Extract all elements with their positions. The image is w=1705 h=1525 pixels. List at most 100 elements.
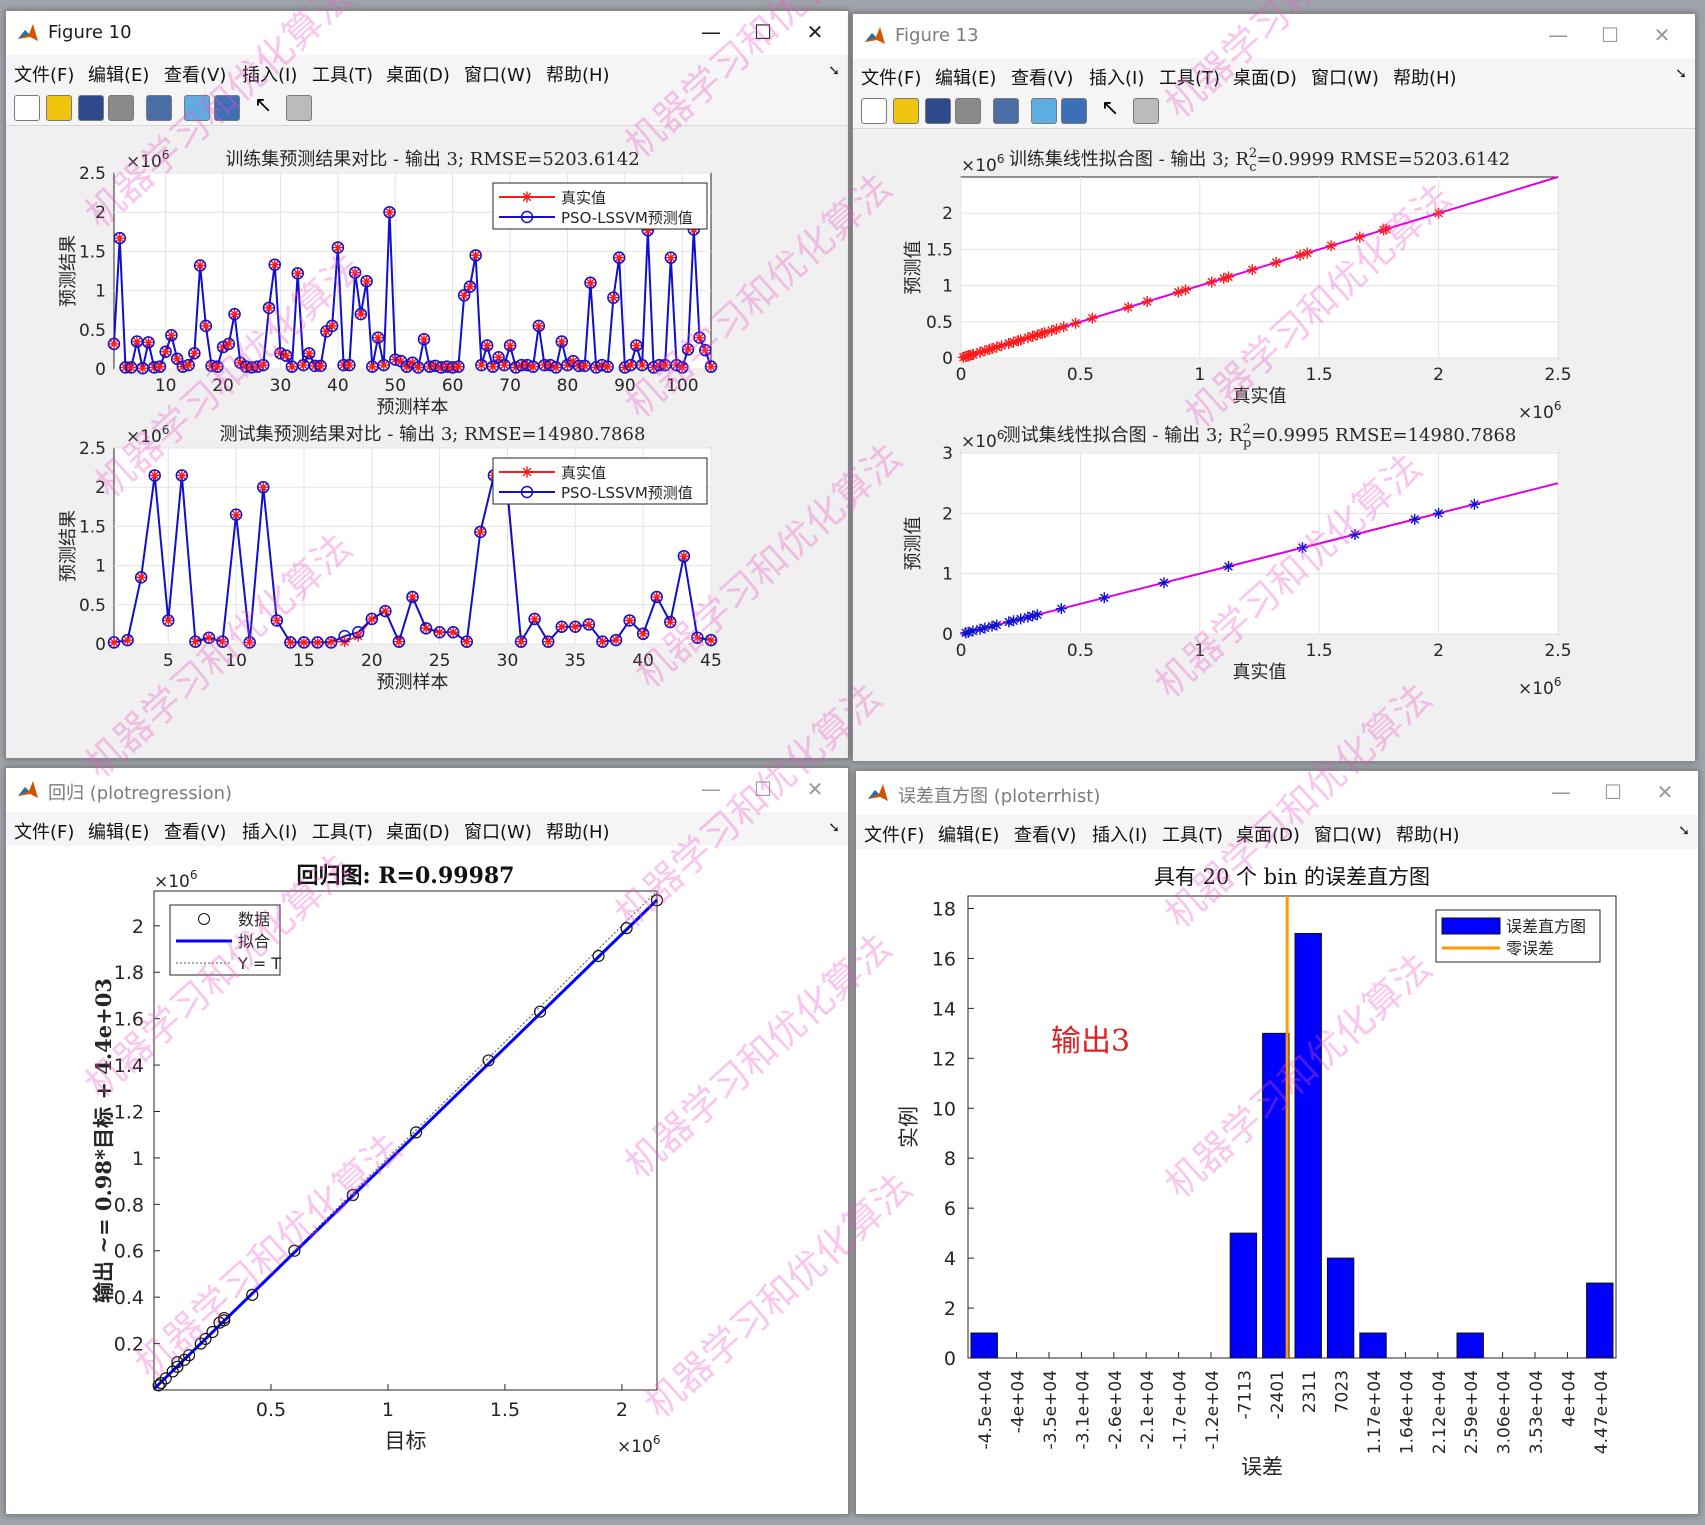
true-value-point (284, 636, 296, 648)
menu-item-3[interactable]: 插入(I) (1089, 68, 1145, 89)
menu-item-7[interactable]: 帮助(H) (546, 822, 610, 843)
close-icon[interactable]: ✕ (806, 20, 824, 44)
true-value-point (596, 636, 608, 648)
menu-item-2[interactable]: 查看(V) (1011, 68, 1074, 89)
close-icon[interactable]: ✕ (806, 777, 824, 801)
maximize-icon[interactable]: ☐ (1601, 23, 1619, 47)
true-value-point (379, 605, 391, 617)
menu-item-2[interactable]: 查看(V) (164, 822, 227, 843)
menu-item-3[interactable]: 插入(I) (242, 822, 298, 843)
dock-arrow-icon[interactable]: ➘ (1675, 66, 1687, 82)
menu-item-3[interactable]: 插入(I) (242, 65, 298, 86)
menu-item-0[interactable]: 文件(F) (14, 822, 75, 843)
train_compare-markers (107, 205, 718, 375)
menu-item-7[interactable]: 帮助(H) (1393, 68, 1457, 89)
colorbar-icon[interactable] (184, 95, 210, 121)
prediction-point (182, 358, 195, 372)
menu-item-2[interactable]: 查看(V) (164, 65, 227, 86)
menu-item-5[interactable]: 桌面(D) (386, 822, 450, 843)
maximize-icon[interactable]: ☐ (1604, 780, 1622, 804)
property-inspector-icon[interactable] (1133, 98, 1159, 124)
train_fit-fit-line (960, 176, 1559, 359)
menu-item-6[interactable]: 窗口(W) (464, 822, 532, 843)
legend-icon[interactable] (1061, 98, 1087, 124)
menu-item-3[interactable]: 插入(I) (1092, 825, 1148, 846)
menu-bar: 文件(F) 编辑(E) 查看(V) 插入(I) 工具(T) 桌面(D) 窗口(W) 帮助(H)… (856, 815, 1698, 849)
pointer-icon[interactable]: ↖ (1101, 96, 1120, 121)
figure-13-window[interactable]: Figure 13 — ☐ ✕ 文件(F) 编辑(E) 查看(V) 插入(I) 工具(T… (852, 13, 1696, 762)
minimize-icon[interactable]: — (701, 777, 721, 801)
close-icon[interactable]: ✕ (1653, 23, 1671, 47)
true-value-point (602, 361, 614, 373)
true-value-point (176, 469, 188, 481)
link-plot-icon[interactable] (993, 98, 1019, 124)
menu-item-2[interactable]: 查看(V) (1014, 825, 1077, 846)
print-icon[interactable] (955, 98, 981, 124)
fit-point (1031, 609, 1043, 621)
save-icon[interactable] (925, 98, 951, 124)
menu-item-7[interactable]: 帮助(H) (546, 65, 610, 86)
fit-point (986, 343, 998, 355)
train_compare-legend[interactable] (492, 182, 708, 230)
true-value-point (326, 320, 338, 332)
title-bar[interactable]: 误差直方图 (ploterrhist) — ☐ ✕ (856, 771, 1698, 815)
minimize-icon[interactable]: — (1551, 780, 1571, 804)
menu-item-0[interactable]: 文件(F) (14, 65, 75, 86)
dock-arrow-icon[interactable]: ➘ (828, 820, 840, 836)
print-icon[interactable] (108, 95, 134, 121)
close-icon[interactable]: ✕ (1656, 780, 1674, 804)
open-folder-icon[interactable] (893, 98, 919, 124)
new-file-icon[interactable] (14, 95, 40, 121)
error-histogram-window[interactable]: 误差直方图 (ploterrhist) — ☐ ✕ 文件(F) 编辑(E) 查看(V… (855, 770, 1699, 1515)
true-value-point (280, 350, 292, 362)
property-inspector-icon[interactable] (286, 95, 312, 121)
menu-item-4[interactable]: 工具(T) (1162, 825, 1224, 846)
menu-item-0[interactable]: 文件(F) (864, 825, 925, 846)
menu-item-6[interactable]: 窗口(W) (464, 65, 532, 86)
minimize-icon[interactable]: — (701, 20, 721, 44)
legend-icon[interactable] (214, 95, 240, 121)
fit-point (1325, 240, 1337, 252)
save-icon[interactable] (78, 95, 104, 121)
true-value-point (303, 347, 315, 359)
true-value-point (583, 618, 595, 630)
colorbar-icon[interactable] (1031, 98, 1057, 124)
menu-item-5[interactable]: 桌面(D) (1233, 68, 1297, 89)
new-file-icon[interactable] (861, 98, 887, 124)
menu-item-4[interactable]: 工具(T) (312, 822, 374, 843)
open-folder-icon[interactable] (46, 95, 72, 121)
pointer-icon[interactable]: ↖ (254, 93, 273, 118)
maximize-icon[interactable]: ☐ (754, 20, 772, 44)
minimize-icon[interactable]: — (1548, 23, 1568, 47)
fit-point (1296, 542, 1308, 554)
prediction-point (584, 276, 597, 290)
true-value-point (705, 361, 717, 373)
test_compare-legend[interactable] (492, 457, 708, 505)
menu-item-5[interactable]: 桌面(D) (386, 65, 450, 86)
true-value-point (131, 336, 143, 348)
maximize-icon[interactable]: ☐ (754, 777, 772, 801)
menu-item-5[interactable]: 桌面(D) (1236, 825, 1300, 846)
dock-arrow-icon[interactable]: ➘ (1678, 823, 1690, 839)
true-value-point (474, 526, 486, 538)
figure-10-window[interactable]: Figure 10 — ☐ ✕ 文件(F) 编辑(E) 查看(V) 插入(I) 工具(T… (5, 10, 849, 759)
title-bar[interactable]: Figure 10 — ☐ ✕ (6, 11, 848, 55)
dock-arrow-icon[interactable]: ➘ (828, 63, 840, 79)
title-bar[interactable]: Figure 13 — ☐ ✕ (853, 14, 1695, 58)
regression-window[interactable]: 回归 (plotregression) — ☐ ✕ 文件(F) 编辑(E) 查看(V… (5, 767, 849, 1515)
x-tick-label: 2 (1433, 641, 1444, 661)
link-plot-icon[interactable] (146, 95, 172, 121)
menu-item-1[interactable]: 编辑(E) (935, 68, 997, 89)
menu-item-4[interactable]: 工具(T) (312, 65, 374, 86)
true-value-point (343, 359, 355, 371)
menu-item-1[interactable]: 编辑(E) (88, 65, 150, 86)
regression-point (533, 1005, 547, 1018)
menu-item-4[interactable]: 工具(T) (1159, 68, 1221, 89)
menu-item-1[interactable]: 编辑(E) (88, 822, 150, 843)
menu-item-6[interactable]: 窗口(W) (1311, 68, 1379, 89)
menu-item-6[interactable]: 窗口(W) (1314, 825, 1382, 846)
title-bar[interactable]: 回归 (plotregression) — ☐ ✕ (6, 768, 848, 812)
menu-item-0[interactable]: 文件(F) (861, 68, 922, 89)
menu-item-1[interactable]: 编辑(E) (938, 825, 1000, 846)
menu-item-7[interactable]: 帮助(H) (1396, 825, 1460, 846)
